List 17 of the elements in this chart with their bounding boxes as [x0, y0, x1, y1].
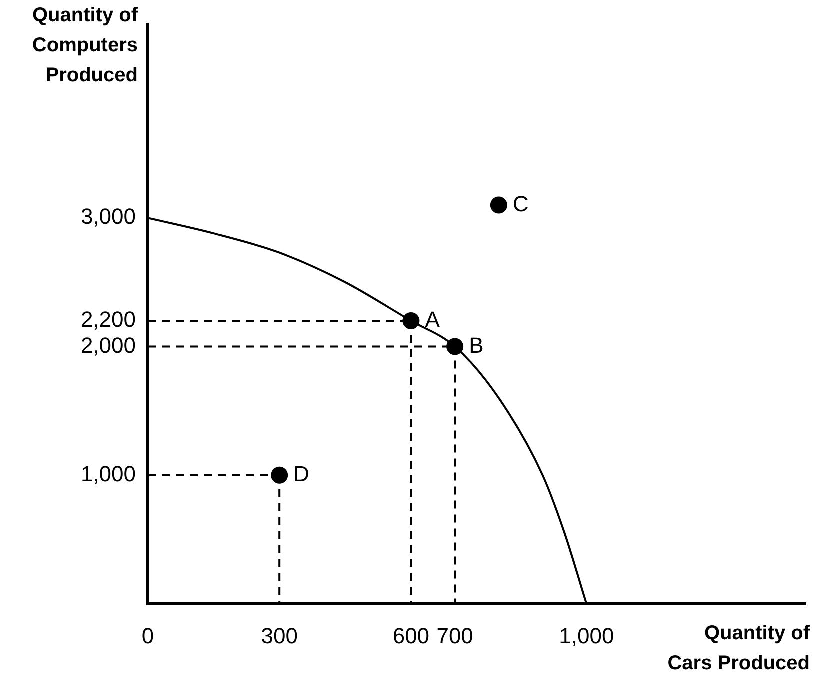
- annotation: D: [294, 461, 310, 486]
- x-tick-label: 700: [436, 623, 474, 648]
- annotation: C: [512, 191, 529, 216]
- x-tick-label: 0: [142, 623, 154, 648]
- y-axis-title: Quantity of Computers Produced: [32, 4, 138, 87]
- annotation: B: [469, 332, 484, 358]
- x-tick-label: 300: [261, 623, 298, 648]
- point: [490, 196, 508, 214]
- y-tick-label: 2,000: [80, 332, 136, 358]
- point: [271, 466, 288, 484]
- y-tick-label: 1,000: [80, 461, 136, 486]
- annotation: A: [425, 307, 440, 332]
- y-tick-label: 3,000: [80, 204, 136, 230]
- y-tick-label: 2,200: [80, 307, 136, 332]
- x-tick-label: 600: [392, 623, 430, 648]
- x-tick-label: 1,000: [559, 623, 614, 648]
- x-axis-title: Quantity of Cars Produced: [668, 622, 810, 675]
